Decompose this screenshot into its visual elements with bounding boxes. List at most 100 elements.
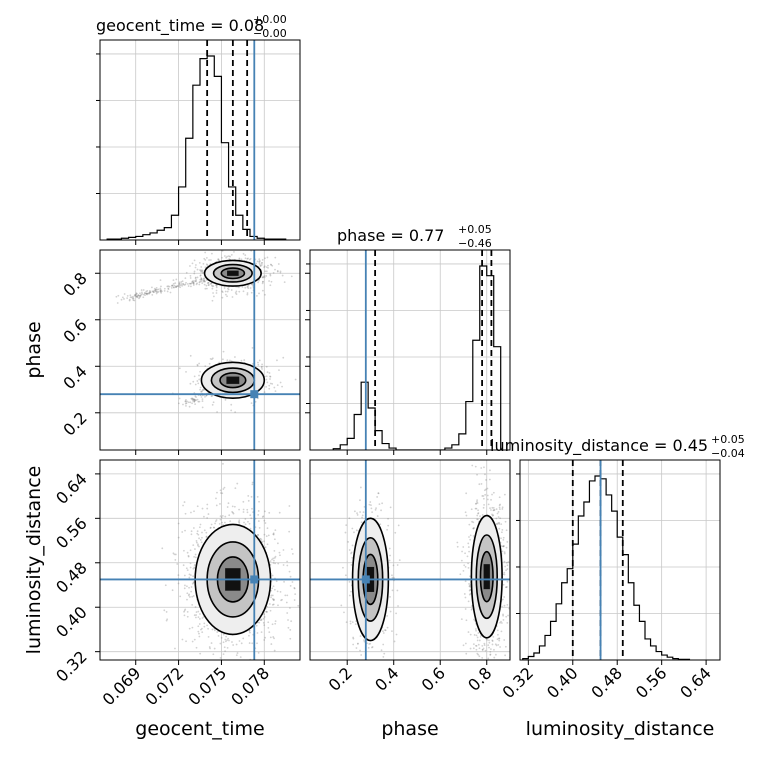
sample-point [195, 541, 198, 544]
panel-frame [99, 39, 301, 241]
sample-point [502, 536, 505, 539]
sample-point [502, 598, 504, 601]
sample-point [362, 511, 365, 514]
sample-point [398, 559, 401, 562]
sample-point [477, 509, 479, 512]
sample-point [224, 650, 227, 653]
sample-point [244, 254, 247, 257]
sample-point [261, 289, 264, 292]
sample-point [246, 286, 249, 289]
sample-point [257, 520, 260, 522]
sample-point [284, 594, 287, 597]
sample-point [192, 398, 194, 400]
sample-point [356, 642, 359, 645]
sample-point [493, 648, 495, 651]
sample-point [489, 653, 492, 656]
sample-point [207, 281, 210, 284]
sample-point [198, 545, 200, 548]
sample-point [183, 610, 185, 613]
sample-point [141, 292, 144, 295]
sample-point [192, 281, 195, 284]
sample-point [496, 523, 499, 526]
sample-point [139, 294, 142, 297]
sample-point [215, 292, 218, 294]
sample-point [197, 400, 200, 403]
sample-point [194, 606, 197, 608]
sample-point [502, 539, 505, 541]
sample-point [500, 620, 502, 623]
sample-point [171, 589, 174, 592]
sample-point [145, 292, 148, 295]
sample-point [393, 577, 395, 579]
sample-point [281, 385, 283, 388]
sample-point [251, 362, 254, 365]
sample-point [481, 648, 484, 651]
sample-point [139, 295, 142, 298]
sample-point [266, 611, 268, 613]
sample-point [397, 605, 399, 607]
sample-point [286, 564, 289, 567]
sample-point [507, 614, 509, 617]
sample-point [470, 508, 473, 511]
sample-point [456, 545, 459, 548]
sample-point [174, 647, 176, 650]
sample-point [471, 464, 474, 467]
sample-point [287, 626, 290, 629]
sample-point [224, 293, 227, 296]
sample-point [262, 515, 265, 518]
sample-point [173, 286, 175, 289]
sample-point [267, 264, 269, 267]
sample-point [135, 292, 138, 295]
sample-point [354, 623, 357, 626]
sample-point [248, 258, 251, 261]
sample-point [256, 495, 259, 498]
sample-point [504, 670, 506, 672]
sample-point [181, 284, 184, 287]
sample-point [370, 507, 373, 510]
sample-point [191, 604, 194, 606]
sample-point [472, 647, 475, 650]
sample-point [204, 395, 206, 398]
sample-point [236, 482, 239, 485]
sample-point [263, 391, 266, 394]
sample-point [193, 259, 196, 262]
sample-point [184, 277, 187, 280]
sample-point [140, 293, 143, 296]
sample-point [492, 491, 495, 494]
sample-point [194, 556, 197, 559]
histogram-step-luminosity-distance [522, 475, 691, 660]
sample-point [371, 646, 373, 649]
sample-point [478, 647, 481, 650]
sample-point [374, 508, 377, 511]
sample-point [257, 651, 260, 654]
sample-point [177, 574, 180, 577]
sample-point [469, 588, 472, 591]
sample-point [195, 611, 198, 613]
sample-point [193, 398, 196, 401]
sample-point [211, 299, 214, 302]
sample-point [144, 292, 146, 295]
sample-point [203, 529, 206, 532]
sample-point [263, 265, 266, 268]
sample-point [470, 670, 472, 672]
sample-point [187, 555, 190, 558]
sample-point [123, 298, 125, 300]
sample-point [193, 555, 196, 558]
sample-point [149, 291, 152, 294]
sample-point [148, 290, 151, 292]
sample-point [500, 622, 503, 624]
sample-point [155, 290, 158, 293]
sample-point [132, 295, 134, 298]
sample-point [200, 390, 203, 393]
sample-point [293, 599, 296, 601]
sample-point [195, 646, 198, 649]
sample-point [166, 285, 169, 288]
sample-point [289, 575, 292, 578]
sample-point [383, 652, 386, 655]
sample-point [491, 493, 493, 496]
sample-point [480, 467, 483, 469]
sample-point [190, 530, 193, 533]
sample-point [489, 469, 491, 472]
sample-point [222, 641, 225, 644]
sample-point [250, 495, 253, 498]
